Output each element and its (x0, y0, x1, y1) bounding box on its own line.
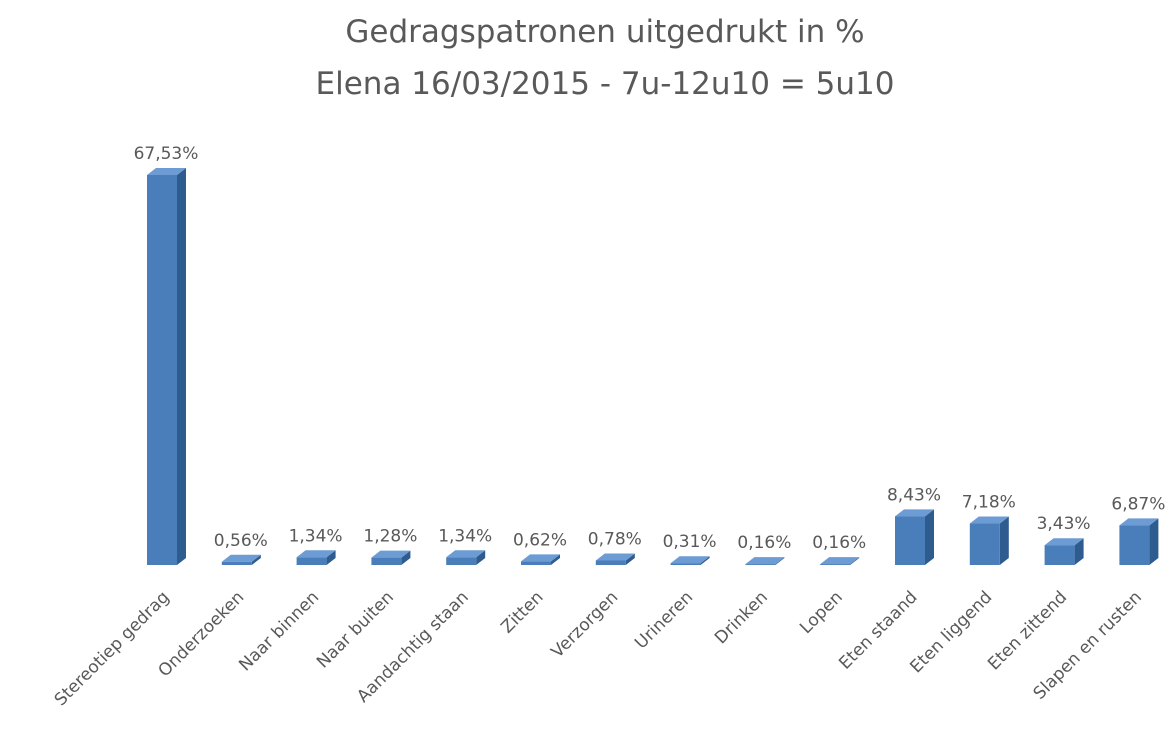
bar-side (326, 550, 336, 565)
bar-side (700, 556, 710, 565)
bar-top (1119, 518, 1159, 526)
bar (521, 561, 551, 565)
bar-top (595, 553, 635, 561)
value-label: 0,31% (663, 532, 717, 552)
chart-subtitle: Elena 16/03/2015 - 7u-12u10 = 5u10 (316, 66, 895, 102)
bar-top (446, 550, 486, 558)
bar (595, 560, 626, 565)
bar-top (371, 550, 411, 558)
bar-side (177, 168, 186, 565)
value-label: 1,34% (438, 526, 492, 546)
bar-side (551, 554, 560, 565)
bar (371, 557, 402, 565)
x-tick-label: Lopen (796, 587, 847, 638)
value-label: 8,43% (887, 485, 941, 505)
x-tick-label: Verzorgen (548, 587, 623, 662)
value-label: 67,53% (134, 144, 199, 164)
value-label: 1,34% (289, 526, 343, 546)
value-label: 0,78% (588, 529, 642, 549)
bar-top (745, 557, 785, 565)
bar-side (775, 557, 785, 565)
bar-side (1074, 538, 1084, 565)
bar (1044, 545, 1075, 565)
bar (969, 523, 1000, 565)
bar (895, 516, 925, 565)
bar (670, 563, 701, 565)
value-label: 0,16% (737, 533, 791, 553)
x-tick-label: Naar binnen (235, 587, 323, 675)
bar (820, 564, 851, 565)
bar (745, 564, 776, 565)
bar-top (969, 516, 1009, 524)
bar-side (1149, 518, 1159, 565)
bar-top (221, 554, 261, 562)
value-label: 0,16% (812, 533, 866, 553)
value-label: 6,87% (1111, 494, 1165, 514)
bar-top (147, 168, 186, 175)
bar-top (820, 557, 860, 565)
x-tick-label: Urineren (631, 587, 697, 653)
value-label: 7,18% (962, 493, 1016, 513)
x-tick-label: Stereotiep gedrag (51, 587, 174, 710)
bar-side (625, 553, 635, 565)
bar (147, 175, 177, 565)
bar-top (670, 556, 710, 564)
value-label: 0,56% (214, 531, 268, 551)
value-label: 1,28% (363, 527, 417, 547)
chart-title: Gedragspatronen uitgedrukt in % (345, 14, 864, 50)
bar-side (850, 557, 860, 565)
bar-side (401, 550, 411, 565)
bar (446, 557, 477, 565)
bar-top (296, 550, 336, 558)
bar (221, 561, 252, 565)
bar-top (895, 509, 934, 517)
x-tick-label: Zitten (497, 587, 547, 637)
bar-side (999, 516, 1009, 565)
bar (296, 557, 327, 565)
bar-side (476, 550, 486, 565)
bar-top (1044, 538, 1084, 546)
bar (1119, 525, 1150, 565)
bar-top (521, 554, 560, 562)
value-label: 0,62% (513, 530, 567, 550)
bar-side (251, 554, 261, 565)
bar-side (925, 509, 934, 565)
value-label: 3,43% (1037, 514, 1091, 534)
x-tick-label: Drinken (711, 587, 772, 648)
